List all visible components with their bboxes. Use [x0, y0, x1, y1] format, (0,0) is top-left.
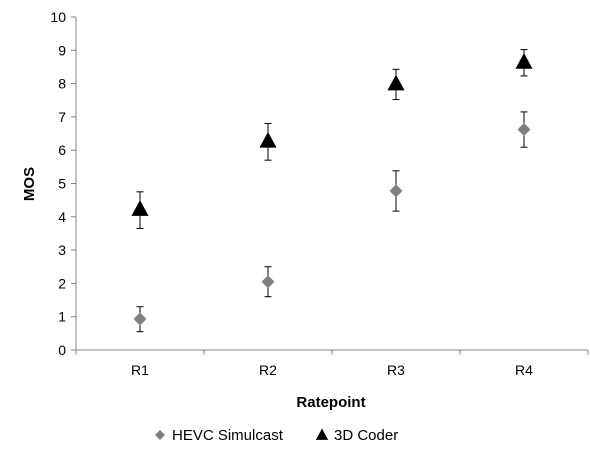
x-axis-ticks: R1 R2 R3 R4	[75, 350, 589, 378]
x-tick-label: R4	[515, 362, 533, 378]
y-tick-label: 10	[50, 9, 66, 25]
legend: HEVC Simulcast 3D Coder	[155, 427, 398, 444]
y-tick-label: 2	[58, 275, 66, 291]
axes	[75, 17, 588, 351]
data-point	[515, 52, 533, 69]
series-2	[131, 49, 533, 229]
y-tick-label: 6	[58, 142, 66, 158]
y-tick-label: 9	[58, 42, 66, 58]
series-1	[133, 111, 531, 333]
legend-label: HEVC Simulcast	[172, 427, 284, 444]
data-point	[133, 312, 147, 326]
x-tick-label: R2	[259, 362, 277, 378]
y-tick-label: 4	[58, 209, 66, 225]
legend-item-2: 3D Coder	[315, 427, 398, 444]
data-point	[389, 184, 403, 198]
y-axis-title: MOS	[21, 167, 38, 201]
y-tick-label: 5	[58, 176, 66, 192]
x-tick-label: R1	[131, 362, 149, 378]
data-point	[517, 123, 531, 137]
data-marks	[131, 49, 533, 333]
y-tick-label: 8	[58, 76, 66, 92]
y-tick-label: 0	[58, 342, 66, 358]
y-axis-ticks: 0 1 2 3 4 5 6 7 8 9 10	[50, 9, 76, 358]
data-point	[131, 200, 149, 216]
y-tick-label: 3	[58, 242, 66, 258]
y-tick-label: 1	[58, 309, 66, 325]
legend-label: 3D Coder	[334, 427, 398, 444]
x-axis-title: Ratepoint	[296, 394, 365, 411]
x-tick-label: R3	[387, 362, 405, 378]
data-point	[387, 74, 405, 91]
data-point	[261, 275, 275, 289]
legend-item-1: HEVC Simulcast	[155, 427, 284, 444]
legend-marker	[155, 430, 165, 440]
data-point	[259, 131, 277, 148]
y-tick-label: 7	[58, 109, 66, 125]
legend-marker	[315, 428, 329, 440]
